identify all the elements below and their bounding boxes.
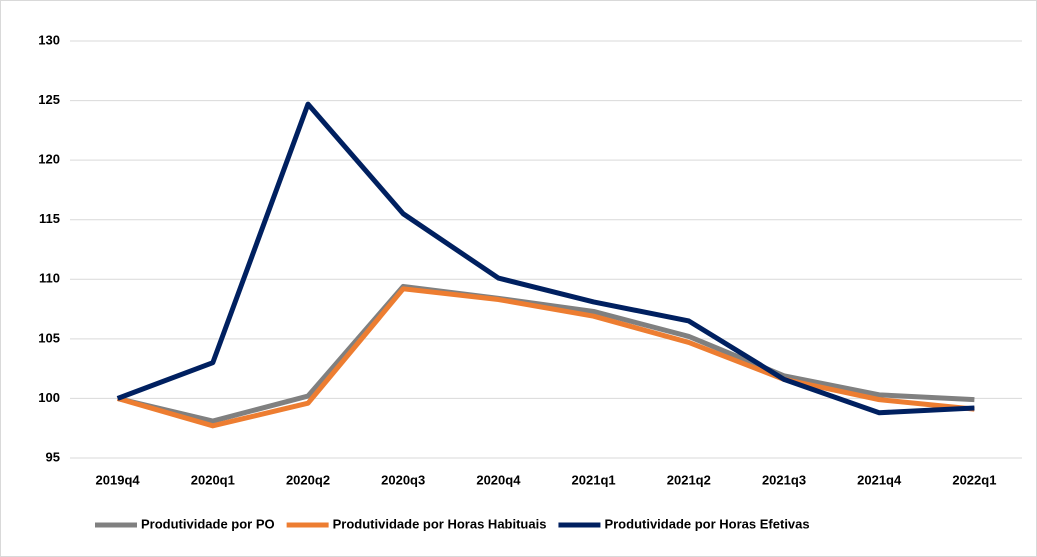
x-tick-label: 2021q4 [857,472,902,487]
y-tick-label: 125 [38,92,60,107]
legend-label: Produtividade por Horas Efetivas [604,516,809,531]
series-line [117,283,975,424]
y-tick-label: 105 [38,330,60,345]
y-tick-label: 95 [46,449,60,464]
series-line [116,286,975,429]
y-tick-label: 115 [39,211,60,226]
legend-label: Produtividade por Horas Habituais [333,516,547,531]
legend-label: Produtividade por PO [141,516,275,531]
series-line [116,101,975,416]
x-tick-label: 2021q3 [762,472,806,487]
x-tick-label: 2022q1 [952,472,996,487]
y-tick-label: 120 [38,152,60,167]
x-tick-label: 2021q1 [572,472,616,487]
y-tick-label: 130 [38,32,60,47]
y-tick-label: 100 [38,390,60,405]
x-tick-label: 2021q2 [667,472,711,487]
x-tick-label: 2020q1 [191,472,235,487]
x-tick-label: 2020q2 [286,472,330,487]
x-tick-label: 2020q4 [476,472,521,487]
y-tick-label: 110 [39,271,60,286]
x-tick-label: 2020q3 [381,472,425,487]
x-tick-label: 2019q4 [96,472,141,487]
